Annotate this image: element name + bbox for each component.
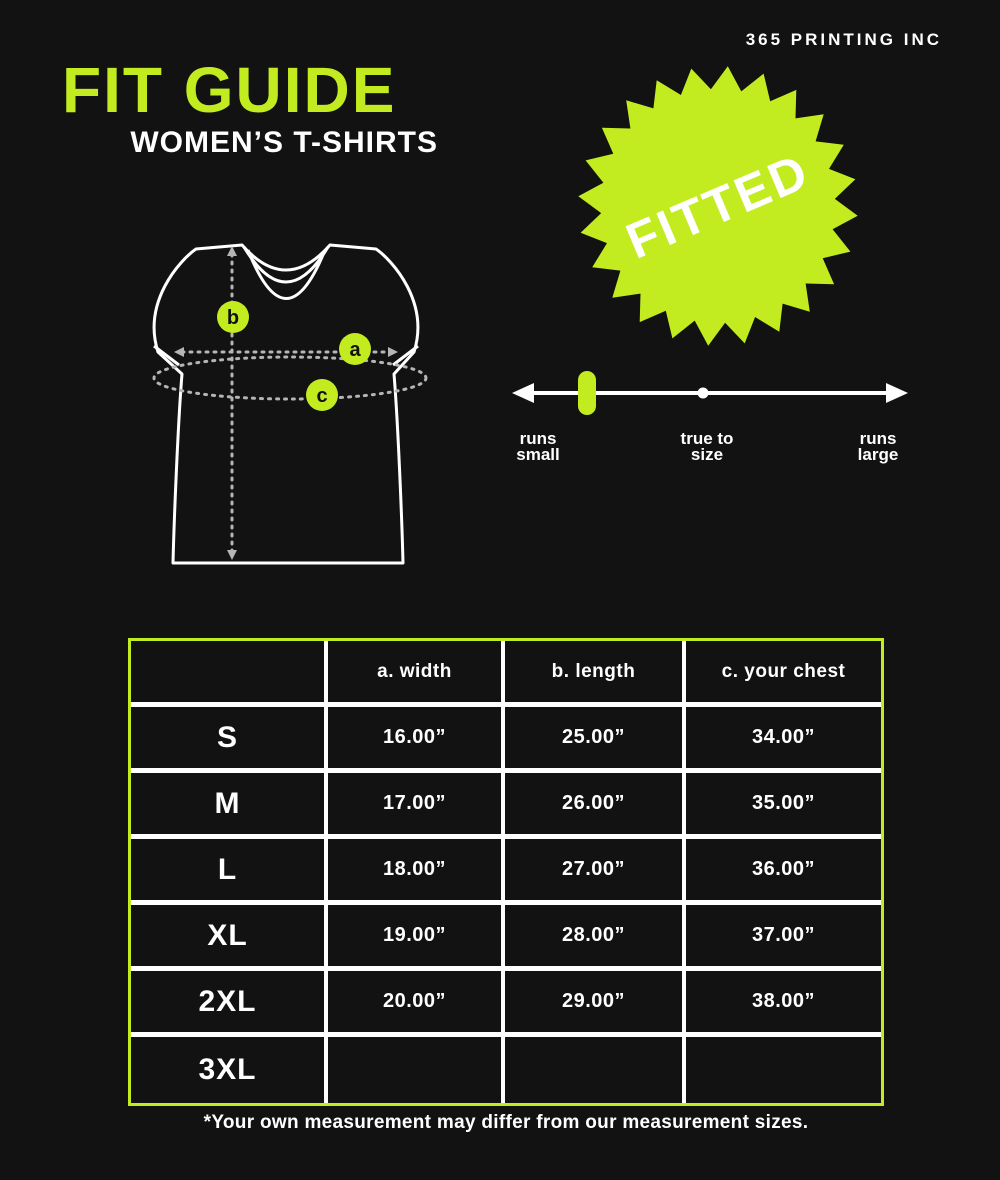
marker-a: a [339, 333, 371, 365]
scale-label-line: runs [859, 429, 897, 448]
length-cell: 26.00” [505, 773, 686, 839]
scale-label-true-to-size: true to size [669, 429, 745, 464]
left-sleeve-hem [153, 344, 180, 367]
scale-label-line: small [516, 445, 560, 464]
title-block: FIT GUIDE WOMEN’S T-SHIRTS [62, 58, 438, 158]
chest-cell: 37.00” [686, 905, 881, 971]
scale-arrow-left [512, 383, 534, 403]
size-cell: S [131, 707, 328, 773]
fit-marker [578, 371, 596, 415]
size-cell: XL [131, 905, 328, 971]
scale-label-line: true to [680, 429, 734, 448]
collar-line-inner [242, 246, 330, 284]
starburst-shape [578, 66, 858, 346]
right-sleeve-hem [392, 344, 419, 367]
scale-label-line: runs [519, 429, 557, 448]
collar-line-front [246, 249, 327, 300]
marker-c: c [306, 379, 338, 411]
width-arrow-left [174, 347, 184, 357]
fit-scale-svg [512, 371, 908, 415]
tshirt-outline-svg: b a c [152, 243, 428, 565]
header-cell-width: a. width [328, 641, 505, 707]
length-cell: 25.00” [505, 707, 686, 773]
chest-cell: 38.00” [686, 971, 881, 1037]
brand-name: 365 PRINTING INC [745, 30, 942, 49]
scale-label-runs-small: runs small [500, 429, 576, 464]
length-cell: 28.00” [505, 905, 686, 971]
marker-b: b [217, 301, 249, 333]
scale-center-dot [697, 387, 709, 399]
scale-label-line: size [690, 445, 724, 464]
scale-label-runs-large: runs large [840, 429, 916, 464]
tshirt-silhouette [152, 243, 420, 565]
fitted-badge: FITTED [572, 60, 864, 352]
scale-label-line: large [857, 445, 899, 464]
footnote: *Your own measurement may differ from ou… [203, 1112, 809, 1133]
width-cell [328, 1037, 505, 1103]
length-arrow-bottom [227, 550, 237, 560]
page-subtitle: WOMEN’S T-SHIRTS [130, 126, 438, 159]
marker-a-letter: a [349, 339, 361, 361]
header-cell-length: b. length [505, 641, 686, 707]
chest-cell [686, 1037, 881, 1103]
width-cell: 16.00” [328, 707, 505, 773]
length-arrow-top [227, 246, 237, 256]
size-cell: 3XL [131, 1037, 328, 1103]
fit-scale: runs small true to size runs large [500, 360, 920, 475]
header-cell-blank [131, 641, 328, 707]
chest-cell: 36.00” [686, 839, 881, 905]
page-title: FIT GUIDE [62, 54, 397, 126]
header-cell-chest: c. your chest [686, 641, 881, 707]
width-cell: 18.00” [328, 839, 505, 905]
marker-c-letter: c [316, 385, 327, 407]
size-cell: L [131, 839, 328, 905]
chest-cell: 35.00” [686, 773, 881, 839]
width-arrow-right [388, 347, 398, 357]
length-cell: 27.00” [505, 839, 686, 905]
size-table: a. width b. length c. your chest S 16.00… [128, 638, 884, 1106]
width-cell: 17.00” [328, 773, 505, 839]
length-cell [505, 1037, 686, 1103]
scale-arrow-right [886, 383, 908, 403]
width-cell: 20.00” [328, 971, 505, 1037]
length-cell: 29.00” [505, 971, 686, 1037]
tshirt-diagram: b a c [120, 222, 460, 572]
size-cell: 2XL [131, 971, 328, 1037]
starburst-svg: FITTED [578, 66, 858, 346]
chest-cell: 34.00” [686, 707, 881, 773]
chest-measure-ellipse [152, 355, 428, 401]
width-cell: 19.00” [328, 905, 505, 971]
marker-b-letter: b [227, 307, 239, 329]
size-cell: M [131, 773, 328, 839]
